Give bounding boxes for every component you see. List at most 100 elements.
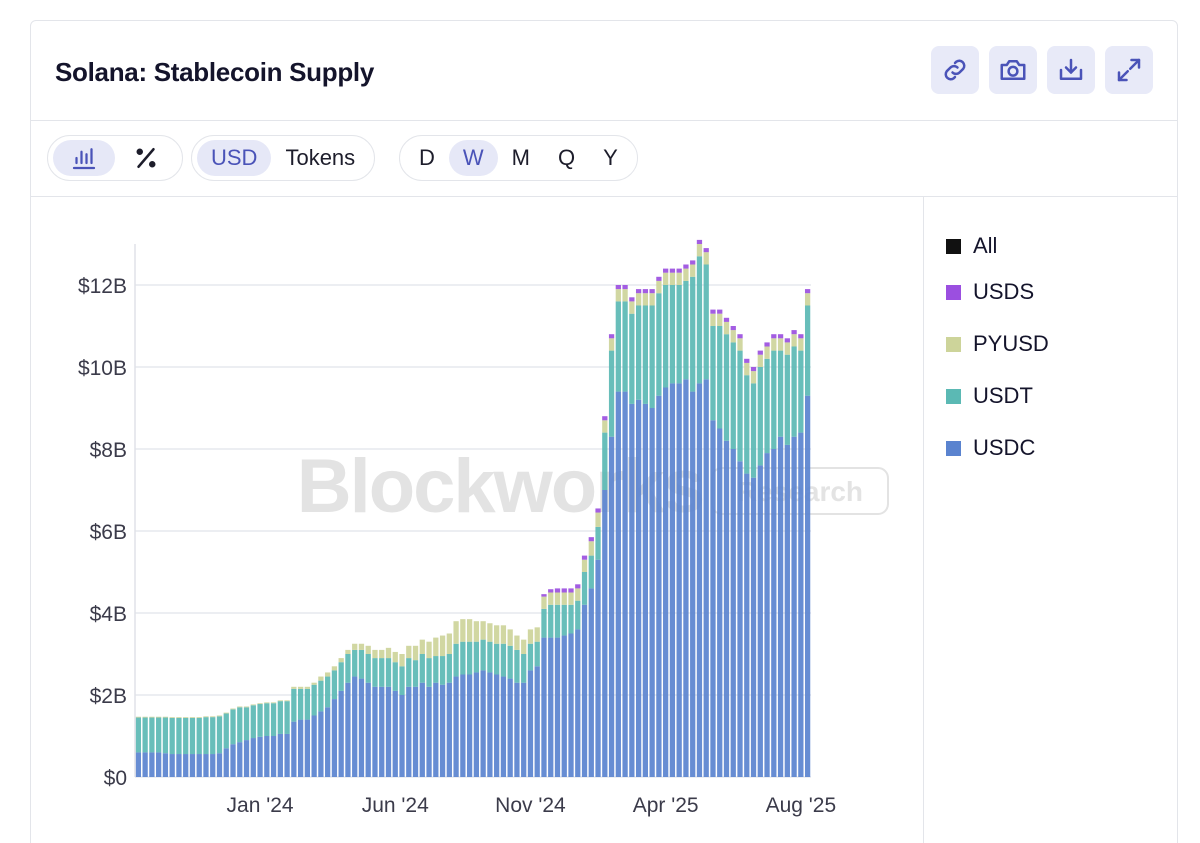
bar-pyusd[interactable] (554, 592, 561, 605)
bar-usds[interactable] (703, 248, 709, 253)
bar-usdc[interactable] (453, 676, 459, 777)
bar-usds[interactable] (744, 358, 750, 363)
bar-usdt[interactable] (784, 354, 790, 445)
bar-usds[interactable] (804, 289, 811, 294)
bar-pyusd[interactable] (575, 588, 581, 601)
bar-pyusd[interactable] (284, 700, 290, 702)
bar-usdc[interactable] (176, 754, 182, 777)
bar-usds[interactable] (554, 588, 561, 593)
bar-pyusd[interactable] (237, 706, 243, 708)
bar-pyusd[interactable] (412, 645, 419, 661)
bar-usdc[interactable] (730, 449, 736, 777)
bar-usdc[interactable] (156, 752, 162, 777)
bar-usdc[interactable] (595, 559, 601, 777)
bar-usdt[interactable] (473, 641, 480, 673)
bar-usdc[interactable] (764, 453, 770, 777)
bar-usds[interactable] (676, 268, 682, 273)
bar-pyusd[interactable] (392, 651, 398, 663)
bar-usdt[interactable] (149, 717, 155, 753)
bar-usdc[interactable] (635, 399, 642, 777)
bar-usdt[interactable] (764, 358, 770, 454)
bar-usdt[interactable] (183, 717, 189, 755)
bar-usds[interactable] (723, 317, 730, 322)
bar-usdc[interactable] (757, 465, 763, 777)
bar-usdc[interactable] (149, 752, 155, 777)
bar-pyusd[interactable] (608, 338, 615, 351)
legend-item-pyusd[interactable]: PYUSD (946, 331, 1049, 357)
bar-pyusd[interactable] (717, 313, 723, 326)
bar-pyusd[interactable] (419, 639, 425, 654)
bar-usdt[interactable] (257, 704, 263, 737)
bar-usdc[interactable] (338, 690, 344, 777)
bar-usdc[interactable] (210, 754, 216, 777)
bar-usdt[interactable] (439, 656, 446, 685)
bar-pyusd[interactable] (352, 643, 358, 650)
bar-usds[interactable] (642, 289, 649, 294)
bar-pyusd[interactable] (466, 619, 473, 642)
bar-usdt[interactable] (385, 658, 392, 687)
bar-pyusd[interactable] (561, 592, 567, 605)
bar-usds[interactable] (608, 334, 615, 339)
bar-usdc[interactable] (297, 719, 304, 777)
bar-usds[interactable] (622, 285, 628, 290)
bar-usdc[interactable] (622, 391, 628, 777)
bar-pyusd[interactable] (210, 716, 216, 718)
bar-pyusd[interactable] (649, 293, 655, 306)
bar-usdc[interactable] (230, 744, 236, 777)
bar-usdt[interactable] (453, 643, 459, 677)
bar-usdt[interactable] (352, 649, 358, 677)
bar-usdc[interactable] (196, 754, 202, 777)
bar-usdc[interactable] (446, 682, 452, 777)
bar-pyusd[interactable] (318, 676, 324, 681)
bar-usdc[interactable] (615, 391, 621, 777)
bar-usds[interactable] (588, 537, 594, 542)
bar-pyusd[interactable] (635, 293, 642, 306)
bar-usds[interactable] (737, 334, 743, 339)
bar-usdc[interactable] (568, 633, 574, 778)
bar-pyusd[interactable] (270, 702, 277, 704)
bar-usdc[interactable] (135, 752, 142, 777)
bar-usdc[interactable] (291, 721, 297, 777)
bar-usds[interactable] (669, 268, 676, 273)
bar-pyusd[interactable] (663, 272, 669, 285)
bar-usdt[interactable] (642, 305, 649, 404)
bar-usdt[interactable] (169, 717, 175, 755)
bar-usdt[interactable] (541, 608, 547, 638)
bar-usdt[interactable] (649, 305, 655, 409)
bar-pyusd[interactable] (480, 621, 486, 640)
bar-pyusd[interactable] (183, 717, 189, 718)
bar-usdt[interactable] (466, 641, 473, 675)
bar-usdt[interactable] (392, 662, 398, 691)
bar-usdc[interactable] (514, 682, 520, 777)
bar-usdt[interactable] (703, 264, 709, 380)
bar-usdt[interactable] (243, 707, 250, 741)
bar-usds[interactable] (710, 309, 716, 314)
bar-pyusd[interactable] (541, 596, 547, 609)
bar-usdt[interactable] (690, 276, 696, 392)
bar-pyusd[interactable] (514, 635, 520, 650)
bar-usdt[interactable] (581, 572, 588, 605)
bar-usdt[interactable] (676, 285, 682, 384)
bar-pyusd[interactable] (297, 686, 304, 689)
bar-pyusd[interactable] (277, 700, 283, 702)
bar-pyusd[interactable] (426, 641, 432, 659)
bar-usdc[interactable] (433, 682, 439, 777)
bar-usdc[interactable] (548, 637, 554, 777)
bar-pyusd[interactable] (784, 342, 790, 355)
bar-pyusd[interactable] (804, 293, 811, 306)
period-y-button[interactable]: Y (603, 145, 618, 170)
bar-usdc[interactable] (602, 490, 608, 777)
bar-pyusd[interactable] (771, 338, 777, 351)
bar-usdc[interactable] (527, 670, 534, 777)
bar-usds[interactable] (696, 239, 703, 244)
bar-usdc[interactable] (710, 420, 716, 777)
bar-usdt[interactable] (223, 713, 229, 749)
bar-usdt[interactable] (412, 660, 419, 687)
bar-usdc[interactable] (487, 672, 493, 777)
bar-pyusd[interactable] (500, 625, 507, 644)
bar-usdc[interactable] (439, 684, 446, 777)
bar-pyusd[interactable] (656, 280, 662, 294)
bar-usdc[interactable] (750, 477, 757, 777)
bar-usdc[interactable] (561, 635, 567, 777)
copy-link-button[interactable] (931, 46, 979, 94)
